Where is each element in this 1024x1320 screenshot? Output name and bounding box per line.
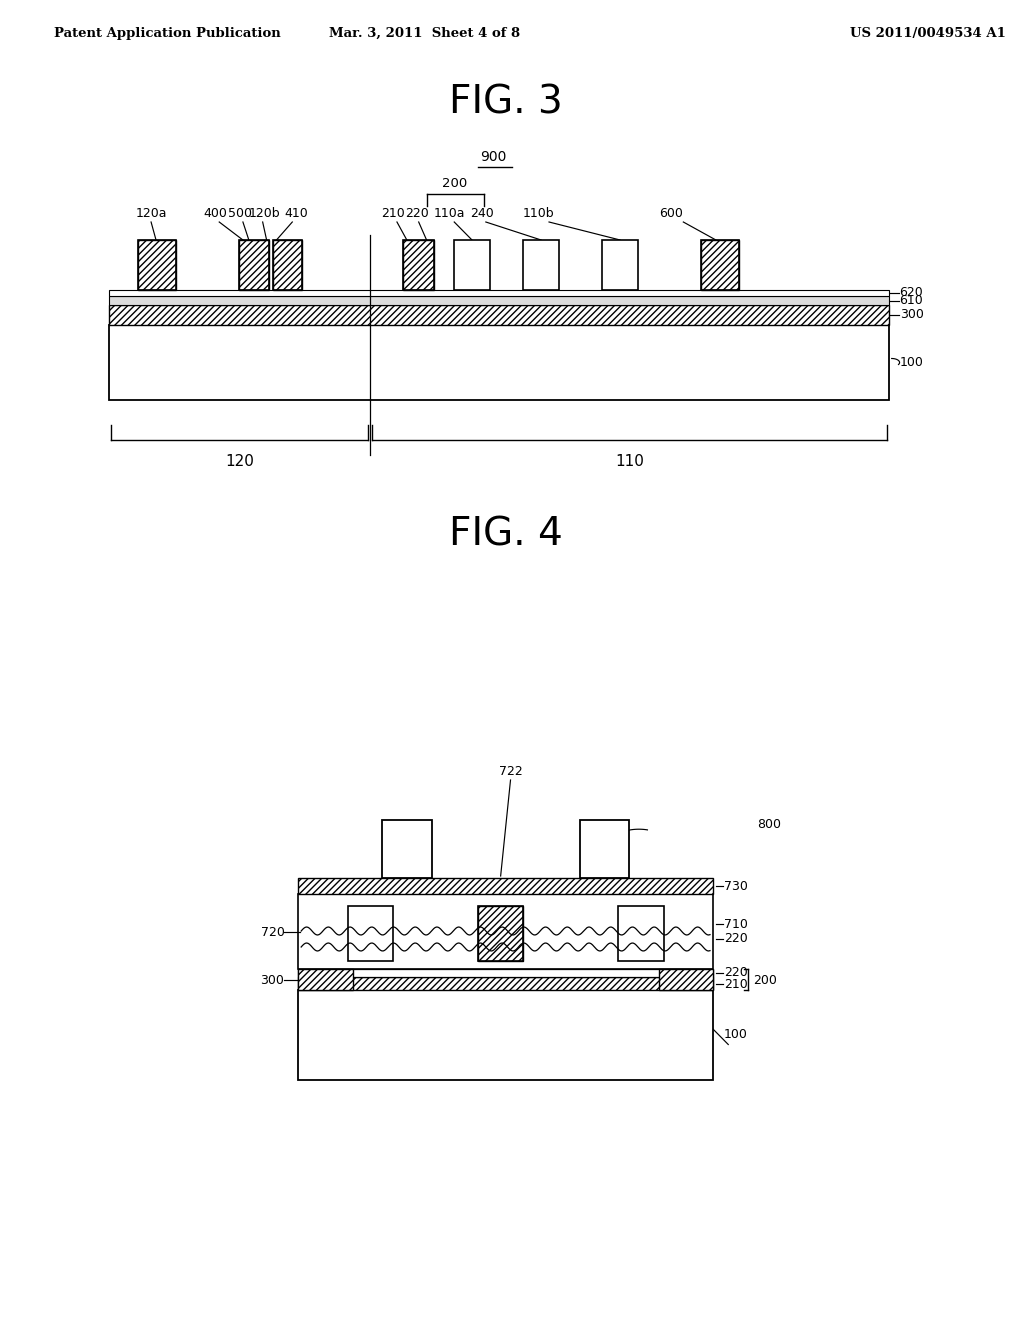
Text: FIG. 4: FIG. 4: [449, 516, 562, 554]
Text: 600: 600: [659, 207, 683, 220]
Text: 410: 410: [285, 207, 308, 220]
Text: FIG. 3: FIG. 3: [449, 83, 562, 121]
Text: 900: 900: [480, 150, 507, 164]
Bar: [580, 820, 629, 878]
Bar: [455, 240, 489, 290]
Bar: [618, 906, 664, 961]
Bar: [701, 240, 738, 290]
Bar: [523, 240, 559, 290]
Bar: [402, 240, 434, 290]
Text: 500: 500: [228, 207, 252, 220]
Bar: [239, 240, 268, 290]
Bar: [701, 240, 738, 290]
Bar: [138, 240, 176, 290]
Bar: [478, 906, 523, 961]
Bar: [109, 305, 889, 325]
Bar: [109, 296, 889, 305]
Text: 300: 300: [899, 309, 924, 322]
Bar: [347, 906, 393, 961]
Bar: [272, 240, 302, 290]
Text: 220: 220: [404, 207, 429, 220]
Text: 220: 220: [724, 966, 748, 979]
Bar: [239, 240, 268, 290]
Bar: [298, 969, 713, 977]
Bar: [298, 894, 713, 969]
Text: 722: 722: [499, 766, 522, 777]
Text: Patent Application Publication: Patent Application Publication: [54, 26, 281, 40]
Text: 800: 800: [758, 818, 781, 832]
Text: 220: 220: [724, 932, 748, 945]
Text: 100: 100: [724, 1028, 748, 1041]
Text: 100: 100: [899, 356, 924, 370]
Bar: [272, 240, 302, 290]
Bar: [298, 878, 713, 894]
Text: 610: 610: [899, 294, 924, 308]
Text: 120: 120: [225, 454, 254, 469]
Bar: [402, 240, 434, 290]
Bar: [602, 240, 638, 290]
Text: 210: 210: [381, 207, 404, 220]
Text: US 2011/0049534 A1: US 2011/0049534 A1: [850, 26, 1007, 40]
Text: 120b: 120b: [249, 207, 281, 220]
Text: 240: 240: [470, 207, 494, 220]
Text: 210: 210: [724, 978, 748, 990]
Text: 120a: 120a: [135, 207, 167, 220]
Text: 110b: 110b: [522, 207, 554, 220]
Text: 730: 730: [724, 879, 748, 892]
Bar: [658, 969, 713, 990]
Text: Mar. 3, 2011  Sheet 4 of 8: Mar. 3, 2011 Sheet 4 of 8: [329, 26, 520, 40]
Text: 720: 720: [260, 925, 285, 939]
Bar: [109, 290, 889, 296]
Text: 110a: 110a: [433, 207, 465, 220]
Text: 620: 620: [899, 286, 924, 300]
Bar: [298, 990, 713, 1080]
Text: 200: 200: [754, 974, 777, 986]
Bar: [138, 240, 176, 290]
Text: 710: 710: [724, 917, 748, 931]
Text: 400: 400: [204, 207, 227, 220]
Bar: [298, 969, 352, 990]
Text: 110: 110: [615, 454, 644, 469]
Bar: [298, 977, 713, 990]
Text: 200: 200: [441, 177, 467, 190]
Bar: [109, 325, 889, 400]
Text: 300: 300: [260, 974, 285, 986]
Bar: [382, 820, 431, 878]
Bar: [478, 906, 523, 961]
